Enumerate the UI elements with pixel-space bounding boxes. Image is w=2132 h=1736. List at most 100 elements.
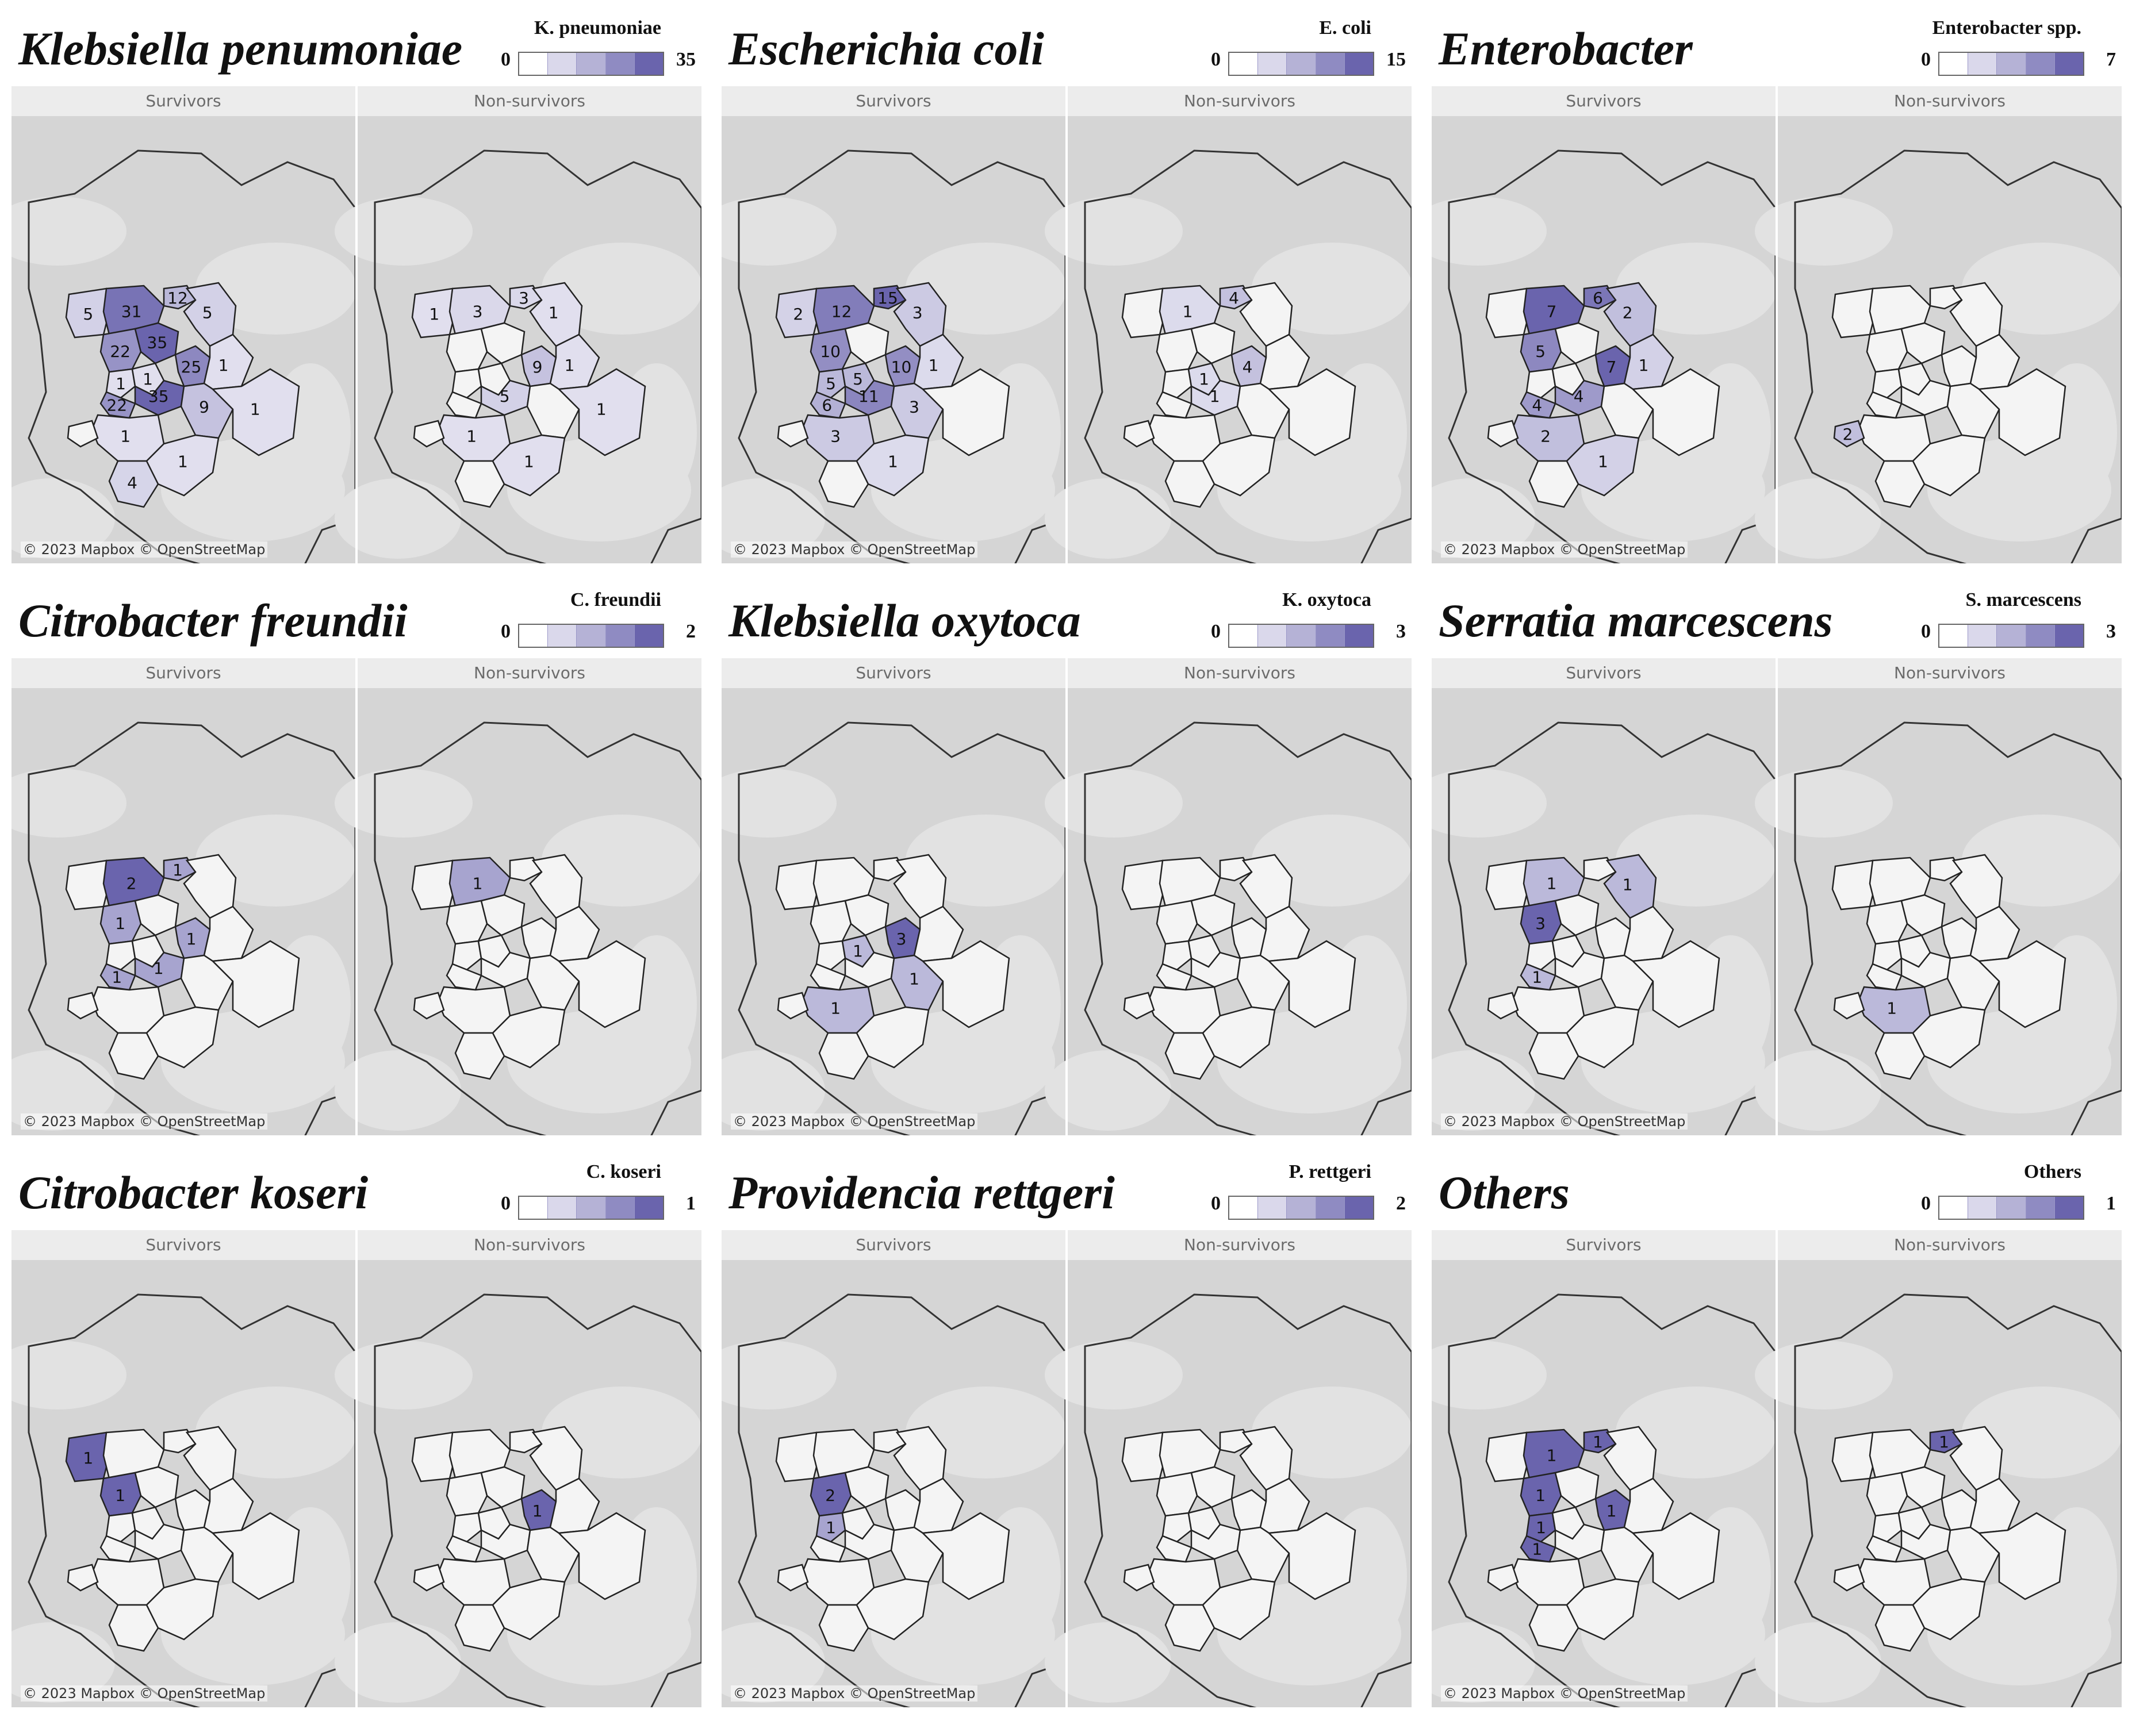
- map-area[interactable]: 2 1 1 1 1 1 1 Survivors Non-survivors © 2023 Mapb…: [11, 658, 701, 1135]
- district-r17[interactable]: [1202, 1006, 1276, 1069]
- district-r07[interactable]: [1525, 1512, 1556, 1543]
- district-r07[interactable]: [1525, 368, 1556, 399]
- district-r17[interactable]: [1202, 1578, 1276, 1641]
- district-r11[interactable]: [1156, 1535, 1192, 1563]
- district-r03[interactable]: [873, 285, 907, 310]
- district-r11[interactable]: [1866, 1535, 1903, 1563]
- map-area[interactable]: 1 1 1 Survivors Non-survivors © 2023 Mapbox ©…: [11, 1230, 701, 1707]
- district-r18[interactable]: [1487, 992, 1519, 1020]
- district-r01[interactable]: [1121, 287, 1167, 339]
- district-r07[interactable]: [1161, 940, 1192, 971]
- district-r01[interactable]: [1831, 859, 1877, 911]
- district-r07[interactable]: [1872, 368, 1903, 399]
- district-r15[interactable]: [1631, 1512, 1720, 1600]
- district-r05[interactable]: [1156, 328, 1198, 373]
- district-r15[interactable]: [921, 940, 1010, 1028]
- district-r03[interactable]: [163, 1428, 197, 1454]
- district-r06[interactable]: [844, 894, 889, 936]
- district-r05[interactable]: [810, 900, 852, 945]
- district-r06[interactable]: [134, 1466, 179, 1508]
- district-r18[interactable]: [777, 420, 809, 448]
- district-r11[interactable]: [446, 391, 482, 419]
- district-r11[interactable]: [1866, 963, 1903, 991]
- district-r15[interactable]: [557, 1512, 646, 1600]
- map-attribution[interactable]: © 2023 Mapbox © OpenStreetMap: [21, 1113, 268, 1130]
- district-r06[interactable]: [1190, 322, 1236, 364]
- district-r18[interactable]: [413, 420, 445, 448]
- district-r01[interactable]: [1121, 859, 1167, 911]
- district-r05[interactable]: [446, 1472, 488, 1517]
- map-area[interactable]: 5 31 12 5 22 35 1 1 25 1 22 35 9 1 1 4 1 1 3 3 1 9 1 5 1 1 1 Surviv…: [11, 86, 701, 563]
- district-r01[interactable]: [1485, 1431, 1531, 1482]
- district-r15[interactable]: [1977, 1512, 2066, 1600]
- district-r05[interactable]: [1156, 1472, 1198, 1517]
- district-r15[interactable]: [1631, 940, 1720, 1028]
- district-r05[interactable]: [446, 328, 488, 373]
- district-r07[interactable]: [1525, 940, 1556, 971]
- district-r07[interactable]: [815, 368, 846, 399]
- district-r03[interactable]: [1583, 857, 1617, 882]
- district-r01[interactable]: [411, 1431, 457, 1482]
- district-r18[interactable]: [777, 1564, 809, 1592]
- district-r01[interactable]: [1485, 287, 1531, 339]
- district-r11[interactable]: [810, 1535, 846, 1563]
- district-r03[interactable]: [1583, 1428, 1617, 1454]
- district-r06[interactable]: [1190, 1466, 1236, 1508]
- district-r15[interactable]: [211, 940, 300, 1028]
- district-r15[interactable]: [557, 940, 646, 1028]
- district-r18[interactable]: [1487, 420, 1519, 448]
- district-r03[interactable]: [163, 857, 197, 882]
- district-r05[interactable]: [1866, 1472, 1908, 1517]
- district-r07[interactable]: [1872, 940, 1903, 971]
- district-r11[interactable]: [99, 1535, 136, 1563]
- map-attribution[interactable]: © 2023 Mapbox © OpenStreetMap: [21, 1685, 268, 1702]
- district-r18[interactable]: [1123, 420, 1155, 448]
- district-r07[interactable]: [815, 1512, 846, 1543]
- district-r07[interactable]: [815, 940, 846, 971]
- map-attribution[interactable]: © 2023 Mapbox © OpenStreetMap: [1441, 541, 1688, 558]
- district-r06[interactable]: [1554, 894, 1600, 936]
- district-r11[interactable]: [446, 963, 482, 991]
- district-r06[interactable]: [1900, 1466, 1946, 1508]
- district-r15[interactable]: [211, 368, 300, 456]
- map-attribution[interactable]: © 2023 Mapbox © OpenStreetMap: [731, 1113, 978, 1130]
- district-r18[interactable]: [1833, 1564, 1865, 1592]
- district-r03[interactable]: [1929, 857, 1963, 882]
- district-r11[interactable]: [446, 1535, 482, 1563]
- district-r03[interactable]: [509, 285, 543, 310]
- district-r18[interactable]: [413, 1564, 445, 1592]
- district-r01[interactable]: [775, 859, 820, 911]
- district-r03[interactable]: [1929, 1428, 1963, 1454]
- district-r03[interactable]: [873, 1428, 907, 1454]
- map-attribution[interactable]: © 2023 Mapbox © OpenStreetMap: [1441, 1113, 1688, 1130]
- district-r06[interactable]: [480, 1466, 526, 1508]
- district-r03[interactable]: [509, 1428, 543, 1454]
- district-r06[interactable]: [480, 894, 526, 936]
- district-r17[interactable]: [145, 1578, 220, 1641]
- district-r07[interactable]: [1872, 1512, 1903, 1543]
- district-r07[interactable]: [105, 940, 136, 971]
- district-r18[interactable]: [67, 1564, 99, 1592]
- district-r06[interactable]: [1190, 894, 1236, 936]
- district-r11[interactable]: [810, 963, 846, 991]
- map-attribution[interactable]: © 2023 Mapbox © OpenStreetMap: [731, 1685, 978, 1702]
- district-r07[interactable]: [451, 1512, 482, 1543]
- district-r15[interactable]: [557, 368, 646, 456]
- map-area[interactable]: 2 12 15 3 10 5 5 10 1 6 11 3 3 1 1 4 1 4 1 Survivors Non-sur…: [722, 86, 1412, 563]
- district-r17[interactable]: [1912, 1578, 1986, 1641]
- district-r03[interactable]: [1219, 285, 1253, 310]
- district-r11[interactable]: [1866, 391, 1903, 419]
- map-area[interactable]: 7 6 2 5 7 1 4 4 2 1 2 Survivors Non-survivors © 2023 …: [1432, 86, 2122, 563]
- district-r03[interactable]: [509, 857, 543, 882]
- district-r15[interactable]: [1631, 368, 1720, 456]
- district-r15[interactable]: [1977, 368, 2066, 456]
- district-r01[interactable]: [411, 859, 457, 911]
- district-r18[interactable]: [1123, 1564, 1155, 1592]
- district-r05[interactable]: [1156, 900, 1198, 945]
- map-attribution[interactable]: © 2023 Mapbox © OpenStreetMap: [21, 541, 268, 558]
- district-r17[interactable]: [856, 1578, 930, 1641]
- district-r15[interactable]: [211, 1512, 300, 1600]
- district-r03[interactable]: [1929, 285, 1963, 310]
- map-area[interactable]: 1 1 1 1 1 1 1 Survivors Non-survivors © 2023 Mapb…: [1432, 1230, 2122, 1707]
- district-r15[interactable]: [1267, 940, 1356, 1028]
